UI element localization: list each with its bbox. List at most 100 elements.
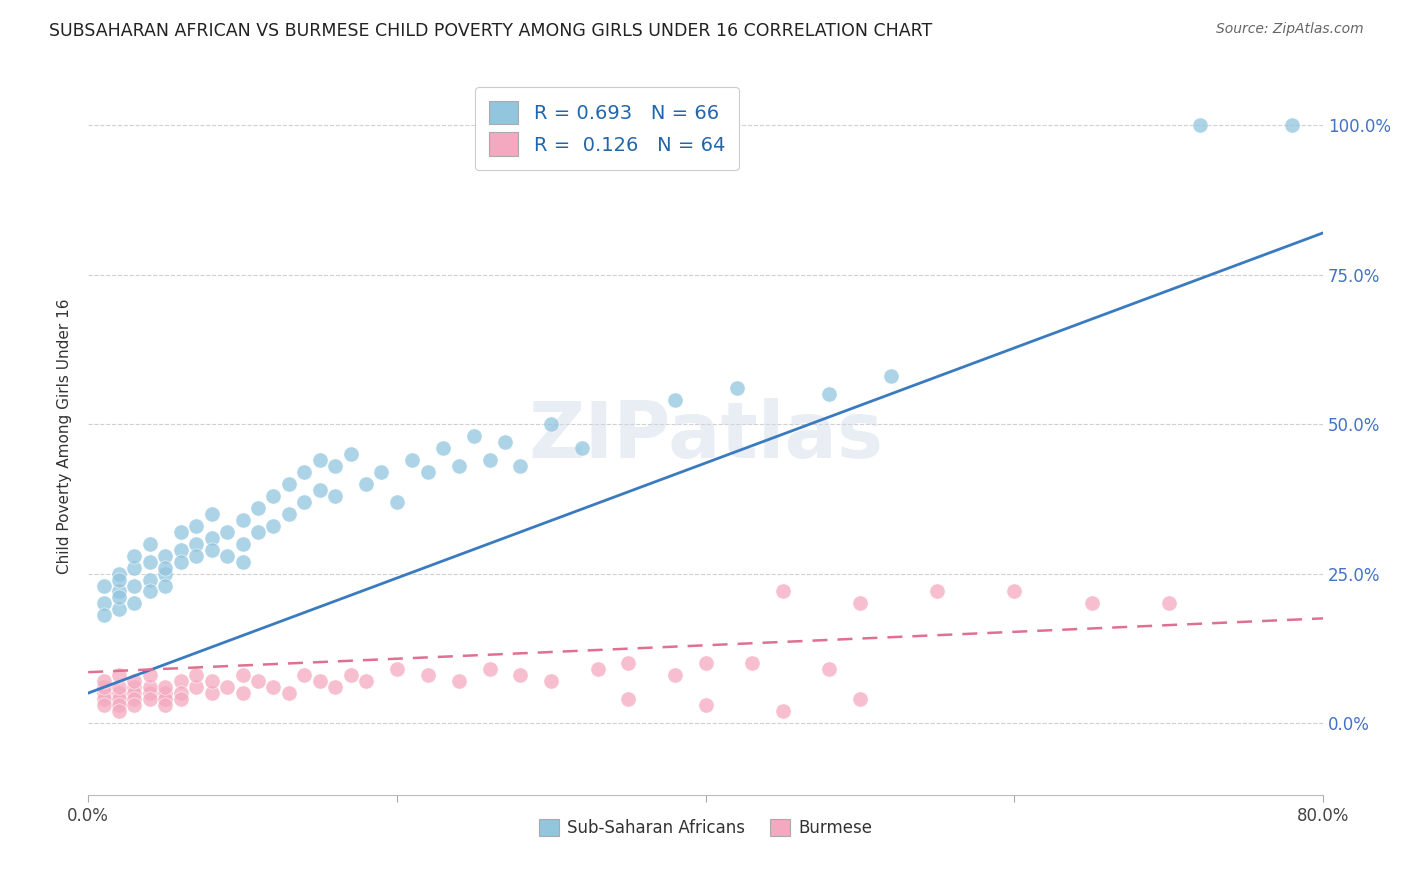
Point: [201, 542, 224, 557]
Point: [664, 393, 686, 408]
Point: [108, 692, 131, 706]
Point: [139, 686, 162, 700]
Point: [124, 596, 146, 610]
Point: [695, 657, 717, 671]
Point: [108, 584, 131, 599]
Point: [292, 495, 315, 509]
Point: [93, 674, 115, 689]
Point: [246, 524, 269, 539]
Point: [818, 387, 841, 401]
Text: ZIPatlas: ZIPatlas: [529, 398, 883, 474]
Point: [139, 668, 162, 682]
Point: [231, 513, 253, 527]
Point: [217, 680, 239, 694]
Point: [354, 476, 377, 491]
Point: [108, 573, 131, 587]
Point: [370, 465, 392, 479]
Point: [478, 662, 501, 676]
Point: [277, 476, 299, 491]
Point: [308, 483, 330, 497]
Point: [818, 662, 841, 676]
Point: [139, 555, 162, 569]
Point: [246, 674, 269, 689]
Point: [139, 573, 162, 587]
Legend: Sub-Saharan Africans, Burmese: Sub-Saharan Africans, Burmese: [531, 813, 879, 844]
Point: [540, 417, 562, 431]
Point: [93, 698, 115, 712]
Point: [246, 500, 269, 515]
Point: [1002, 584, 1025, 599]
Point: [201, 531, 224, 545]
Point: [217, 524, 239, 539]
Point: [339, 668, 361, 682]
Point: [93, 680, 115, 694]
Point: [108, 602, 131, 616]
Point: [509, 458, 531, 473]
Point: [772, 704, 794, 718]
Point: [323, 489, 346, 503]
Point: [155, 686, 177, 700]
Point: [108, 680, 131, 694]
Point: [124, 578, 146, 592]
Point: [308, 674, 330, 689]
Point: [231, 668, 253, 682]
Point: [292, 465, 315, 479]
Point: [108, 704, 131, 718]
Point: [617, 692, 640, 706]
Point: [186, 668, 208, 682]
Point: [170, 692, 193, 706]
Point: [447, 674, 470, 689]
Point: [139, 584, 162, 599]
Point: [509, 668, 531, 682]
Point: [139, 680, 162, 694]
Point: [155, 692, 177, 706]
Point: [323, 458, 346, 473]
Point: [262, 489, 284, 503]
Point: [385, 495, 408, 509]
Point: [93, 596, 115, 610]
Point: [772, 584, 794, 599]
Point: [217, 549, 239, 563]
Point: [927, 584, 949, 599]
Point: [124, 698, 146, 712]
Point: [124, 674, 146, 689]
Point: [155, 680, 177, 694]
Point: [447, 458, 470, 473]
Point: [201, 507, 224, 521]
Point: [93, 608, 115, 623]
Point: [170, 674, 193, 689]
Point: [463, 429, 485, 443]
Point: [124, 680, 146, 694]
Point: [124, 549, 146, 563]
Point: [139, 692, 162, 706]
Point: [494, 435, 516, 450]
Point: [155, 560, 177, 574]
Point: [186, 536, 208, 550]
Point: [725, 381, 748, 395]
Point: [664, 668, 686, 682]
Point: [231, 555, 253, 569]
Point: [186, 680, 208, 694]
Point: [155, 566, 177, 581]
Point: [262, 680, 284, 694]
Point: [108, 566, 131, 581]
Point: [849, 692, 872, 706]
Point: [354, 674, 377, 689]
Point: [108, 591, 131, 605]
Point: [695, 698, 717, 712]
Point: [432, 441, 454, 455]
Point: [124, 692, 146, 706]
Point: [108, 698, 131, 712]
Point: [880, 369, 903, 384]
Point: [262, 518, 284, 533]
Point: [1188, 118, 1211, 132]
Point: [155, 698, 177, 712]
Point: [186, 549, 208, 563]
Point: [416, 668, 439, 682]
Point: [108, 668, 131, 682]
Point: [617, 657, 640, 671]
Point: [323, 680, 346, 694]
Point: [385, 662, 408, 676]
Point: [201, 686, 224, 700]
Point: [124, 686, 146, 700]
